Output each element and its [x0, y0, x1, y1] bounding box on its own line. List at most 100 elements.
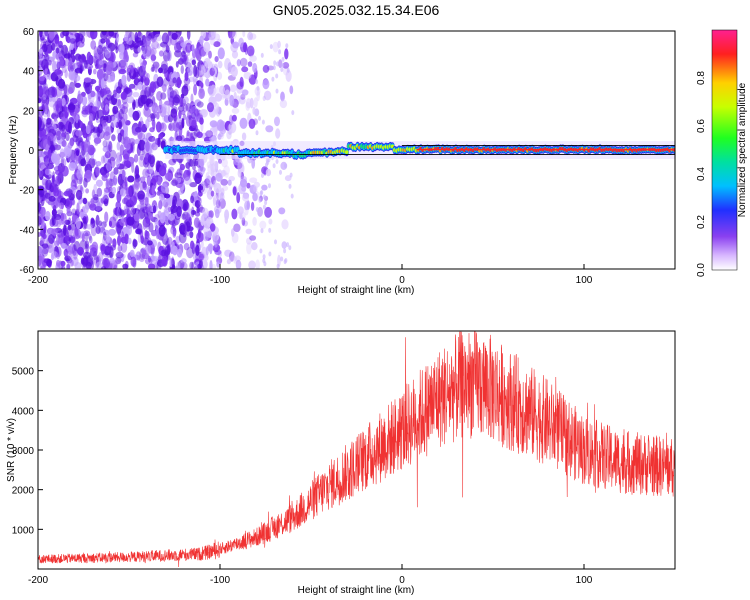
spectrogram-noise-blob: [249, 177, 258, 183]
spectrogram-noise-blob: [120, 91, 127, 100]
spectrogram-noise-blob: [79, 176, 83, 185]
spectrogram-noise-blob: [231, 114, 237, 122]
spectrogram-noise-blob: [119, 43, 125, 54]
spectrogram-noise-blob: [93, 250, 98, 261]
spectrogram-noise-blob: [75, 189, 83, 200]
spectrogram-noise-blob: [140, 203, 148, 211]
spectrogram-noise-blob: [83, 205, 89, 214]
spectrogram-noise-blob: [40, 38, 48, 44]
spectrogram-noise-blob: [52, 171, 56, 183]
spectrogram-noise-blob: [275, 128, 281, 139]
spectrogram-noise-blob: [239, 57, 248, 67]
spectrogram-noise-blob: [277, 40, 281, 49]
spectrogram-noise-blob: [150, 66, 155, 72]
spectrogram-noise-blob: [171, 224, 175, 231]
spectrogram-noise-blob: [85, 188, 89, 194]
spectrogram-noise-blob: [139, 199, 145, 205]
spectrogram-noise-blob: [223, 165, 230, 176]
spectrogram-noise-blob: [148, 255, 151, 263]
colorbar-tick-label: 0.2: [696, 215, 707, 229]
spectrogram-noise-blob: [53, 214, 62, 221]
spectrogram-noise-blob: [150, 48, 155, 61]
spectrogram-noise-blob: [231, 208, 238, 220]
spectrogram-noise-blob: [131, 161, 135, 173]
spectrogram-noise-blob: [219, 85, 225, 95]
spectrogram-noise-blob: [93, 57, 98, 67]
spectrogram-noise-blob: [68, 31, 77, 36]
spectrogram-noise-blob: [100, 77, 105, 89]
spectrogram-noise-blob: [210, 190, 215, 197]
spectrogram-noise-blob: [42, 93, 47, 100]
spectrogram-noise-blob: [154, 33, 162, 42]
spectrogram-noise-blob: [286, 67, 290, 73]
spectrogram-noise-blob: [210, 156, 214, 169]
spectrogram-noise-blob: [100, 245, 106, 251]
spectrogram-noise-blob: [194, 211, 201, 217]
spectrogram-noise-blob: [63, 248, 69, 257]
spectrogram-noise-blob: [130, 256, 137, 267]
spectrogram-noise-blob: [229, 31, 238, 40]
spectrogram-noise-blob: [123, 112, 128, 122]
spectrogram-noise-blob: [191, 59, 196, 66]
spectrogram-noise-blob: [137, 208, 145, 220]
spectrogram-noise-blob: [44, 192, 51, 199]
spectrogram-noise-blob: [142, 157, 150, 168]
spectrogram-noise-blob: [172, 245, 178, 256]
spectrogram-noise-blob: [39, 76, 45, 82]
spectrogram-noise-blob: [156, 76, 164, 88]
spectrogram-noise-blob: [190, 132, 198, 140]
spectrogram-noise-blob: [248, 260, 256, 269]
spectrogram-noise-blob: [107, 243, 112, 252]
spectrogram-noise-blob: [212, 197, 217, 207]
spectrogram-noise-blob: [83, 77, 92, 83]
spectrogram-noise-blob: [55, 103, 59, 112]
spectrogram-noise-blob: [125, 224, 133, 236]
spectrogram-noise-blob: [144, 45, 152, 57]
spectrogram-noise-blob: [126, 71, 132, 82]
spectrogram-noise-blob: [206, 175, 212, 184]
spectrogram-noise-blob: [75, 114, 79, 124]
spectrogram-noise-blob: [96, 68, 104, 80]
spectrogram-noise-blob: [44, 31, 49, 37]
spectrogram-noise-blob: [255, 207, 259, 212]
colorbar: [711, 29, 738, 271]
spectrogram-noise-blob: [153, 31, 161, 38]
spectrogram-noise-blob: [134, 37, 142, 43]
spectrogram-noise-blob: [199, 109, 207, 116]
spectrogram-noise-blob: [142, 181, 148, 191]
spectrogram-noise-blob: [148, 263, 156, 269]
spectrogram-noise-blob: [95, 225, 101, 235]
spectrogram-noise-blob: [67, 224, 72, 231]
snr-y-tick-label: 3000: [12, 446, 35, 457]
spectrogram-noise-blob: [199, 253, 204, 261]
spectrogram-noise-blob: [198, 166, 206, 172]
spectrogram-noise-blob: [245, 228, 252, 235]
spectrogram-noise-blob: [139, 199, 145, 210]
spectrogram-noise-blob: [209, 35, 215, 46]
spectrogram-noise-blob: [227, 62, 232, 73]
spectrogram-noise-blob: [131, 141, 135, 154]
spectrogram-noise-blob: [217, 60, 223, 69]
spectrogram-noise-blob: [61, 265, 66, 269]
spectrogram-noise-blob: [46, 117, 52, 125]
spectrogram-noise-blob: [256, 85, 260, 91]
spectrogram-noise-blob: [122, 181, 128, 191]
spectrogram-noise-blob: [135, 76, 139, 83]
spectrogram-noise-blob: [263, 261, 267, 267]
spectrogram-noise-blob: [151, 102, 159, 114]
spectrogram-noise-blob: [163, 55, 168, 62]
spectrogram-noise-blob: [205, 246, 209, 256]
spectrogram-noise-blob: [145, 118, 150, 129]
spectrogram-noise-blob: [175, 265, 181, 269]
spectrogram-noise-blob: [230, 84, 237, 93]
spectrogram-noise-blob: [71, 54, 76, 63]
spectrogram-noise-blob: [56, 249, 61, 260]
spectrogram-noise-blob: [178, 231, 187, 244]
spectrogram-noise-blob: [150, 54, 157, 61]
spectrogram-noise-blob: [149, 81, 157, 93]
spectrogram-noise-blob: [224, 249, 232, 257]
spectrogram-noise-blob: [224, 58, 231, 70]
spectrogram-noise-blob: [98, 251, 104, 262]
spectrogram-noise-blob: [142, 218, 147, 231]
spectrogram-noise-blob: [160, 63, 169, 74]
